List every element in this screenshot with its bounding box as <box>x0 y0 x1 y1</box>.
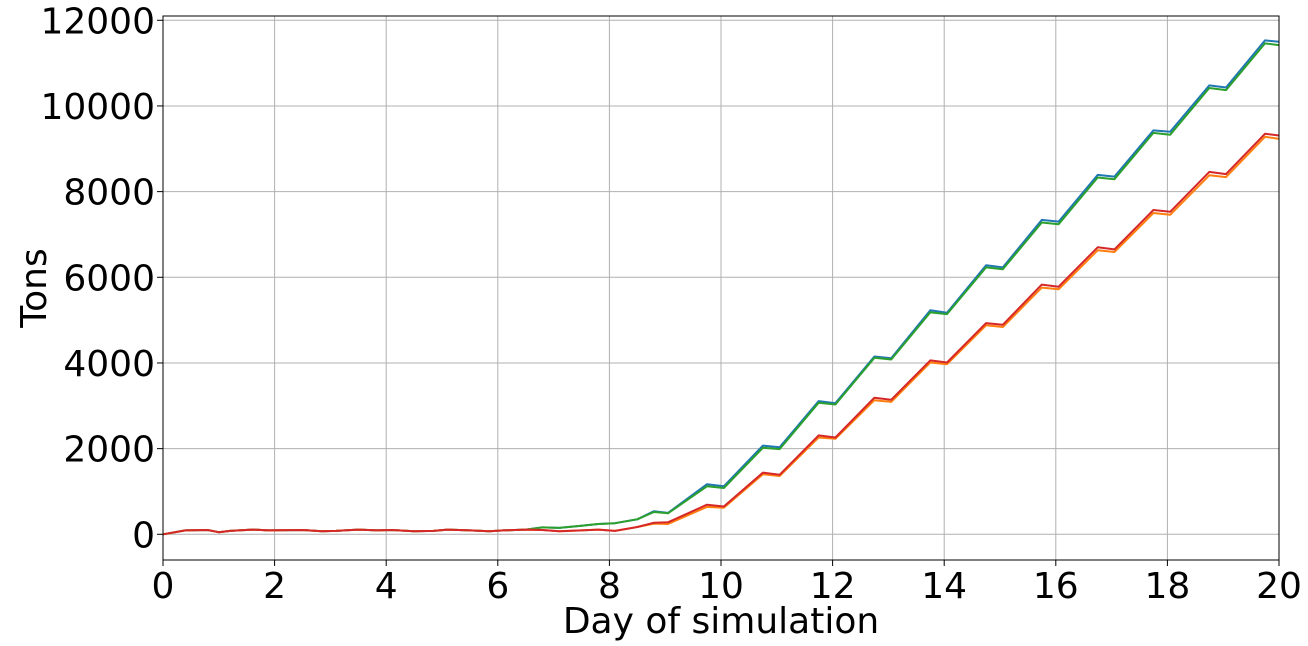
x-tick-label: 4 <box>375 566 398 607</box>
x-tick-label: 12 <box>810 566 856 607</box>
y-tick-label: 2000 <box>63 430 155 471</box>
y-tick-label: 4000 <box>63 344 155 385</box>
x-tick-label: 10 <box>698 566 744 607</box>
x-tick-label: 16 <box>1033 566 1079 607</box>
series-lines <box>162 39 1280 536</box>
x-tick-label: 0 <box>152 566 175 607</box>
grid <box>162 16 1280 560</box>
y-tick-label: 8000 <box>63 173 155 214</box>
y-tick-label: 12000 <box>40 1 155 42</box>
series-line-4 <box>162 132 1280 536</box>
y-tick-label: 6000 <box>63 258 155 299</box>
x-tick-label: 20 <box>1256 566 1302 607</box>
x-tick-label: 2 <box>263 566 286 607</box>
x-axis-label: Day of simulation <box>563 601 879 642</box>
x-tick-label: 6 <box>486 566 509 607</box>
x-axis-ticks: 0 2 4 6 8 10 12 14 16 18 20 <box>152 560 1302 607</box>
x-tick-label: 18 <box>1144 566 1190 607</box>
y-tick-label: 0 <box>132 515 155 556</box>
y-axis-label: Tons <box>14 248 55 328</box>
y-axis-ticks: 0 2000 4000 6000 8000 10000 12000 <box>40 1 163 556</box>
x-tick-label: 8 <box>598 566 621 607</box>
y-tick-label: 10000 <box>40 87 155 128</box>
x-tick-label: 14 <box>921 566 967 607</box>
